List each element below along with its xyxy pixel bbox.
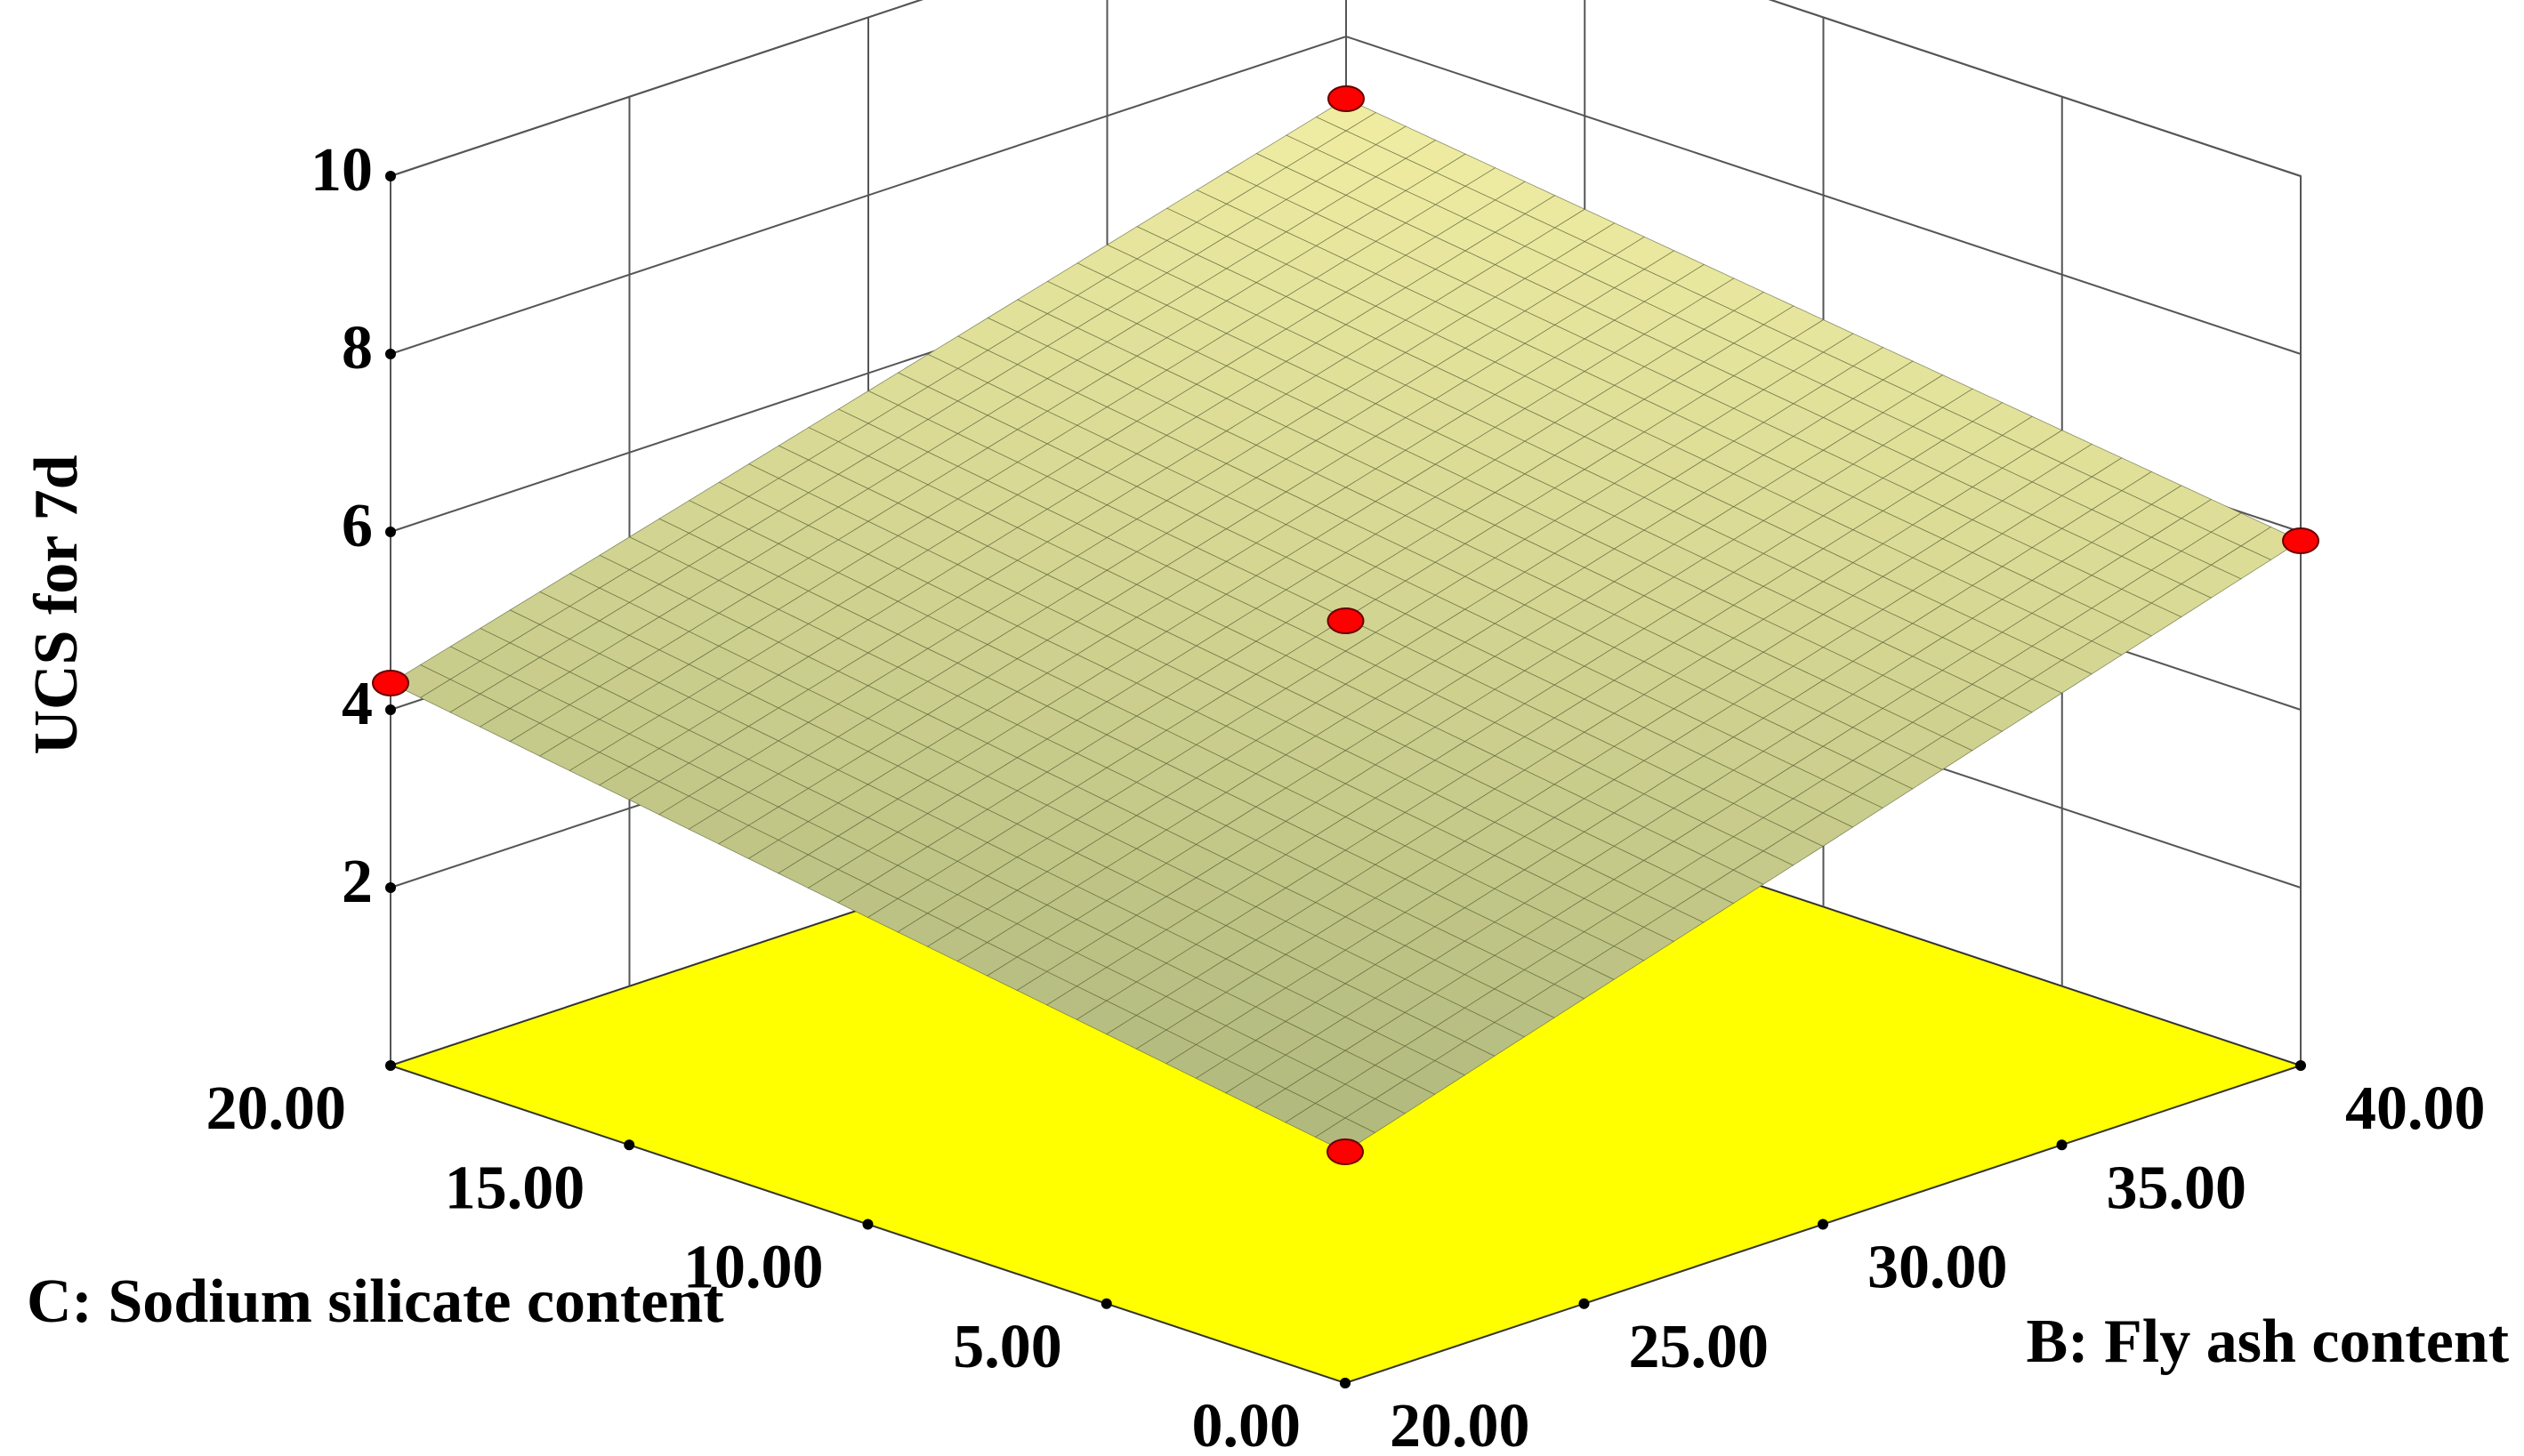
- tick-mark: [1818, 1219, 1828, 1230]
- design-point: [1327, 1138, 1364, 1165]
- y-tick-label: 20.00: [206, 1074, 347, 1143]
- x-tick-label: 30.00: [1867, 1234, 2008, 1302]
- y-tick-label: 10.00: [683, 1234, 824, 1302]
- tick-mark: [2295, 1060, 2306, 1071]
- z-axis-title: UCS for 7d: [22, 454, 91, 754]
- surface-cell: [1105, 883, 1585, 1153]
- tick-mark: [862, 1219, 874, 1230]
- surface-cell: [1106, 357, 1585, 619]
- z-tick-label: 4: [342, 670, 373, 738]
- surface-cell: [1584, 319, 2063, 583]
- surface-cell: [1583, 581, 2063, 847]
- tick-mark: [1340, 1378, 1351, 1388]
- surface-cell: [1344, 208, 1825, 471]
- design-point: [2282, 527, 2319, 554]
- tick-mark: [385, 527, 396, 537]
- tick-mark: [1578, 1298, 1590, 1309]
- surface-cell: [867, 504, 1347, 768]
- surface-cell: [1822, 430, 2302, 694]
- tick-mark: [385, 171, 396, 181]
- z-tick-label: 10: [310, 136, 373, 205]
- y-axis-title: C: Sodium silicate content: [27, 1267, 724, 1336]
- surface-cell: [390, 536, 869, 800]
- surface-cell: [628, 390, 1109, 654]
- tick-mark: [385, 349, 396, 359]
- x-tick-label: 40.00: [2345, 1074, 2486, 1143]
- surface-cell: [1106, 617, 1585, 884]
- z-tick-label: 6: [342, 492, 373, 560]
- tick-mark: [385, 1060, 396, 1071]
- tick-mark: [385, 882, 396, 893]
- x-tick-label: 25.00: [1629, 1313, 1770, 1381]
- tick-mark: [385, 704, 396, 715]
- z-tick-label: 8: [342, 314, 373, 382]
- tick-mark: [1101, 1298, 1112, 1309]
- x-tick-label: 20.00: [1390, 1392, 1530, 1456]
- surface-cell: [867, 767, 1347, 1035]
- tick-mark: [2056, 1139, 2068, 1151]
- surface-cell: [628, 652, 1108, 918]
- y-tick-label: 0.00: [1192, 1392, 1302, 1456]
- design-point: [1327, 607, 1365, 634]
- grid-line: [390, 0, 2302, 177]
- x-tick-label: 35.00: [2107, 1154, 2247, 1222]
- z-tick-label: 2: [342, 848, 373, 916]
- y-tick-label: 15.00: [445, 1154, 585, 1222]
- surface-cell: [1106, 98, 1586, 358]
- tick-mark: [624, 1139, 635, 1151]
- surface-cell: [1344, 469, 1825, 733]
- mesh-facet: [1314, 1117, 1376, 1153]
- surface-cell: [867, 244, 1347, 506]
- y-tick-label: 5.00: [953, 1313, 1062, 1381]
- surface-cell: [1344, 731, 1824, 1000]
- design-point: [1327, 85, 1365, 112]
- x-axis-title: B: Fly ash content: [2027, 1307, 2510, 1376]
- grid-line: [390, 35, 2302, 355]
- design-point: [372, 670, 409, 696]
